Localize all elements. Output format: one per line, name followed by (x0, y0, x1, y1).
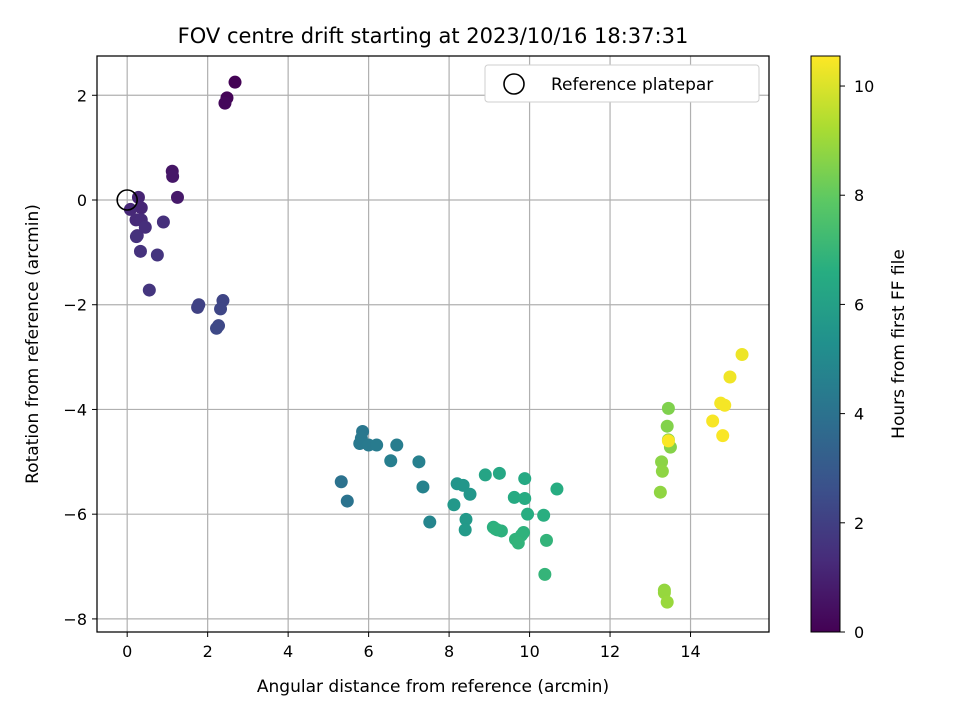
data-point (550, 482, 564, 496)
data-point (459, 512, 473, 526)
data-point (228, 75, 242, 89)
colorbar-tick-label: 10 (854, 77, 874, 96)
data-point (166, 169, 180, 183)
data-point (210, 321, 224, 335)
data-point (340, 494, 354, 508)
data-point (518, 491, 532, 505)
data-point (661, 401, 675, 415)
data-point (488, 522, 502, 536)
legend-label: Reference platepar (551, 75, 713, 95)
reference-point-marker (116, 189, 138, 211)
x-tick-label: 6 (364, 642, 374, 661)
data-point (416, 480, 430, 494)
data-point (463, 487, 477, 501)
data-point (537, 508, 551, 522)
x-tick-label: 12 (600, 642, 620, 661)
colorbar-tick-label: 8 (854, 186, 864, 205)
data-point (458, 523, 472, 537)
legend: Reference platepar (484, 64, 760, 103)
data-point (129, 230, 143, 244)
data-point (412, 455, 426, 469)
colorbar-tick-label: 6 (854, 295, 864, 314)
colorbar-tick-label: 4 (854, 405, 864, 424)
y-tick-label: −6 (63, 505, 87, 524)
data-point (192, 298, 206, 312)
legend-box (484, 64, 760, 103)
data-point (735, 347, 749, 361)
data-point (133, 244, 147, 258)
data-point (156, 215, 170, 229)
data-point (706, 414, 720, 428)
legend-marker-icon (503, 73, 525, 95)
data-point (170, 190, 184, 204)
data-point (538, 567, 552, 581)
data-point (521, 507, 535, 521)
x-axis-label: Angular distance from reference (arcmin) (257, 677, 609, 697)
gridlines (97, 56, 769, 632)
data-point (214, 302, 228, 316)
x-tick-label: 10 (519, 642, 539, 661)
colorbar-tick-label: 2 (854, 514, 864, 533)
data-point (507, 490, 521, 504)
data-point (423, 515, 437, 529)
data-point (390, 438, 404, 452)
x-tick-label: 14 (680, 642, 700, 661)
data-point (718, 398, 732, 412)
data-points (123, 75, 749, 609)
x-tick-label: 2 (203, 642, 213, 661)
colorbar-tick-label: 0 (854, 623, 864, 642)
y-axis: −8 −6 −4 −2 0 2 (63, 86, 97, 629)
data-point (511, 536, 525, 550)
x-tick-label: 8 (444, 642, 454, 661)
data-point (661, 434, 675, 448)
data-point (478, 468, 492, 482)
reference-layer (116, 189, 138, 211)
plot-frame (96, 55, 770, 633)
data-point (653, 485, 667, 499)
x-axis: 0 2 4 6 8 10 12 14 (122, 632, 701, 661)
data-point (142, 283, 156, 297)
data-point (218, 96, 232, 110)
data-point (716, 429, 730, 443)
data-point (655, 455, 669, 469)
x-tick-label: 4 (283, 642, 293, 661)
data-point (492, 466, 506, 480)
colorbar-gradient (810, 55, 841, 633)
data-point (370, 438, 384, 452)
data-point (518, 472, 532, 486)
colorbar: 0 2 4 6 8 10 Hours from first FF file (810, 55, 909, 642)
x-tick-label: 0 (122, 642, 132, 661)
y-tick-label: 0 (77, 191, 87, 210)
data-point (723, 370, 737, 384)
data-point (334, 475, 348, 489)
data-point (456, 478, 470, 492)
data-point (134, 201, 148, 215)
colorbar-label: Hours from first FF file (889, 249, 909, 439)
y-tick-label: −4 (63, 400, 87, 419)
plot-area (97, 56, 769, 632)
y-tick-label: −2 (63, 296, 87, 315)
y-tick-label: 2 (77, 86, 87, 105)
data-point (138, 220, 152, 234)
y-axis-label: Rotation from reference (arcmin) (23, 204, 43, 484)
colorbar-ticks: 0 2 4 6 8 10 (840, 77, 874, 642)
data-point (655, 464, 669, 478)
data-point (660, 595, 674, 609)
data-point (150, 248, 164, 262)
y-tick-label: −8 (63, 610, 87, 629)
data-point (384, 454, 398, 468)
data-point (447, 498, 461, 512)
data-point (539, 533, 553, 547)
data-point (660, 419, 674, 433)
chart-title: FOV centre drift starting at 2023/10/16 … (178, 24, 689, 48)
